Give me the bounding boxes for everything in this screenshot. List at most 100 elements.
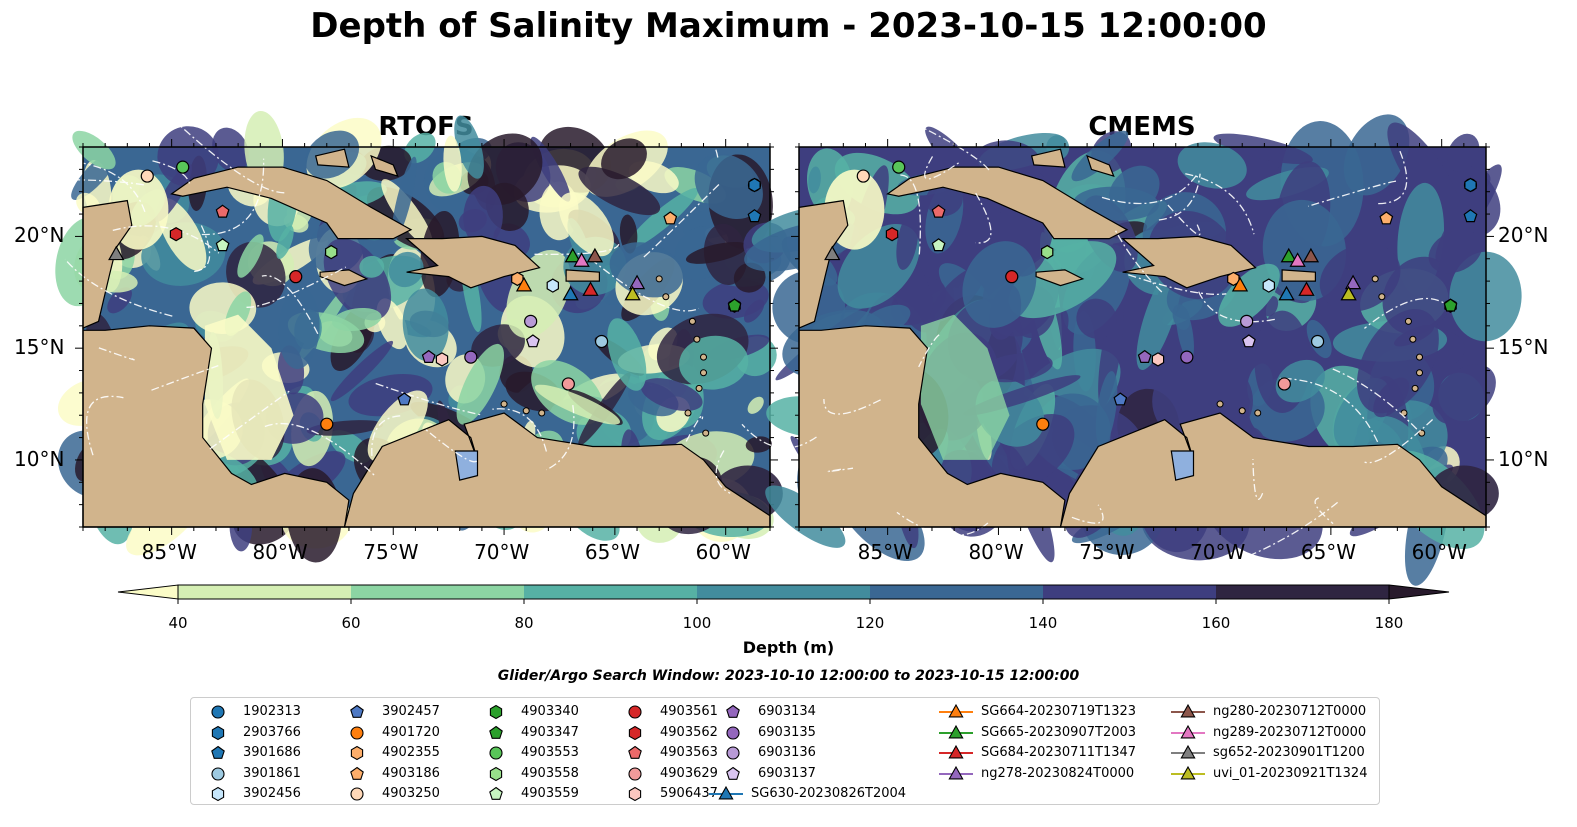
x-tick-label-left: 75°W	[363, 540, 419, 564]
marker-6903135[interactable]	[464, 350, 478, 364]
y-tick-label-right: 15°N	[1498, 335, 1549, 360]
marker-6903135[interactable]	[1180, 350, 1194, 364]
marker-4903553[interactable]	[892, 160, 906, 174]
marker-4903250[interactable]	[140, 169, 154, 183]
marker-4902355[interactable]	[1227, 271, 1240, 287]
marker-ng289-20230712T0000[interactable]	[1289, 252, 1306, 267]
marker-6903134[interactable]	[1137, 349, 1152, 363]
marker-SG684-20230711T1347[interactable]	[1298, 281, 1315, 296]
marker-4903562[interactable]	[885, 227, 899, 242]
marker-6903134[interactable]	[421, 349, 436, 363]
pentagon-icon	[350, 704, 364, 718]
legend-label: 4902355	[382, 745, 440, 760]
marker-SG630-20230826T2004[interactable]	[1278, 285, 1295, 301]
circle-icon	[211, 705, 225, 719]
marker-sg652-20230901T1200[interactable]	[108, 245, 125, 261]
circle-icon	[350, 725, 364, 740]
marker-3902456[interactable]	[546, 278, 559, 293]
y-tick-label-left: 20°N	[14, 223, 65, 248]
marker-4903559[interactable]	[215, 238, 230, 252]
marker-4903186[interactable]	[663, 211, 678, 225]
marker-4903629[interactable]	[1277, 377, 1291, 391]
marker-4901720[interactable]	[1036, 417, 1050, 431]
legend-label: 3902457	[382, 704, 440, 719]
marker-ng280-20230712T0000[interactable]	[586, 247, 604, 263]
marker-6903136[interactable]	[1240, 314, 1254, 328]
marker-uvi_01-20230921T1324[interactable]	[624, 285, 641, 301]
map-panel-rtofs[interactable]	[39, 110, 791, 563]
marker-4903563[interactable]	[215, 204, 230, 218]
marker-4903558[interactable]	[325, 244, 338, 260]
marker-6903137[interactable]	[1241, 334, 1256, 348]
marker-SG665-20230907T2003[interactable]	[564, 247, 581, 263]
marker-4903559[interactable]	[931, 238, 946, 252]
marker-6903136[interactable]	[524, 314, 538, 328]
marker-3901686[interactable]	[747, 209, 762, 223]
legend-label: 4903250	[382, 786, 440, 801]
marker-3901861[interactable]	[594, 334, 609, 349]
legend-label: ng289-20230712T0000	[1213, 724, 1367, 740]
marker-3901861[interactable]	[1310, 334, 1325, 349]
colorbar-tick-label: 140	[1028, 614, 1058, 632]
marker-sg652-20230901T1200[interactable]	[824, 245, 841, 261]
marker-4902355[interactable]	[511, 271, 524, 287]
legend-label: SG684-20230711T1347	[981, 745, 1137, 760]
marker-6903137[interactable]	[525, 334, 540, 348]
marker-4901720[interactable]	[320, 417, 334, 431]
colorbar-tick-label: 80	[514, 614, 534, 632]
marker-4903186[interactable]	[1379, 211, 1394, 225]
legend-label: 6903134	[758, 704, 816, 719]
triangle-icon	[939, 724, 973, 738]
marker-uvi_01-20230921T1324[interactable]	[1340, 285, 1357, 301]
chart-title: Depth of Salinity Maximum - 2023-10-15 1…	[310, 6, 1267, 46]
circle-icon	[628, 705, 642, 719]
y-tick-label-right: 20°N	[1498, 223, 1549, 248]
marker-3901686[interactable]	[1463, 209, 1478, 223]
marker-4903250[interactable]	[856, 169, 870, 183]
marker-4903347[interactable]	[1443, 298, 1458, 312]
marker-SG664-20230719T1323[interactable]	[1231, 276, 1249, 292]
marker-3902457[interactable]	[397, 392, 412, 406]
legend-label: ng280-20230712T0000	[1213, 704, 1367, 719]
marker-5906437[interactable]	[1151, 352, 1165, 367]
marker-SG684-20230711T1347[interactable]	[582, 281, 599, 296]
marker-4903561[interactable]	[289, 270, 303, 284]
legend-label: 4903562	[660, 724, 718, 740]
hexagon-icon	[211, 786, 225, 802]
x-tick-label-right: 85°W	[857, 540, 913, 564]
circle-icon	[211, 766, 225, 781]
marker-4903553[interactable]	[176, 160, 190, 174]
circle-icon	[489, 746, 503, 760]
colorbar-tick-label: 180	[1374, 614, 1404, 632]
marker-4903563[interactable]	[931, 204, 946, 218]
marker-4903558[interactable]	[1041, 244, 1054, 260]
marker-SG665-20230907T2003[interactable]	[1280, 247, 1297, 263]
marker-4903629[interactable]	[561, 377, 575, 391]
marker-5906437[interactable]	[435, 352, 449, 367]
colorbar	[117, 584, 1450, 604]
marker-ng289-20230712T0000[interactable]	[573, 252, 590, 267]
circle-icon	[628, 766, 642, 781]
marker-3902457[interactable]	[1113, 392, 1128, 406]
marker-4903561[interactable]	[1005, 270, 1019, 284]
x-tick-label-left: 65°W	[584, 540, 641, 564]
legend-label: 4903558	[521, 765, 579, 781]
hexagon-icon	[489, 704, 503, 720]
marker-4903347[interactable]	[727, 298, 742, 312]
marker-SG630-20230826T2004[interactable]	[562, 285, 579, 301]
x-tick-label-right: 60°W	[1411, 540, 1467, 564]
boundary-lines	[39, 116, 731, 494]
marker-2903766[interactable]	[748, 177, 761, 193]
marker-4903562[interactable]	[169, 227, 183, 242]
legend-label: 5906437	[660, 786, 718, 801]
y-tick-label-left: 10°N	[14, 446, 65, 471]
marker-SG664-20230719T1323[interactable]	[515, 276, 533, 292]
colorbar-tick-label: 60	[341, 614, 361, 632]
marker-3902456[interactable]	[1262, 278, 1275, 293]
marker-ng278-20230824T0000[interactable]	[628, 274, 646, 290]
legend-label: 4903563	[660, 745, 718, 760]
marker-ng280-20230712T0000[interactable]	[1302, 247, 1320, 263]
marker-ng278-20230824T0000[interactable]	[1344, 274, 1362, 290]
map-panel-cmems[interactable]	[741, 112, 1522, 586]
marker-2903766[interactable]	[1464, 177, 1477, 193]
